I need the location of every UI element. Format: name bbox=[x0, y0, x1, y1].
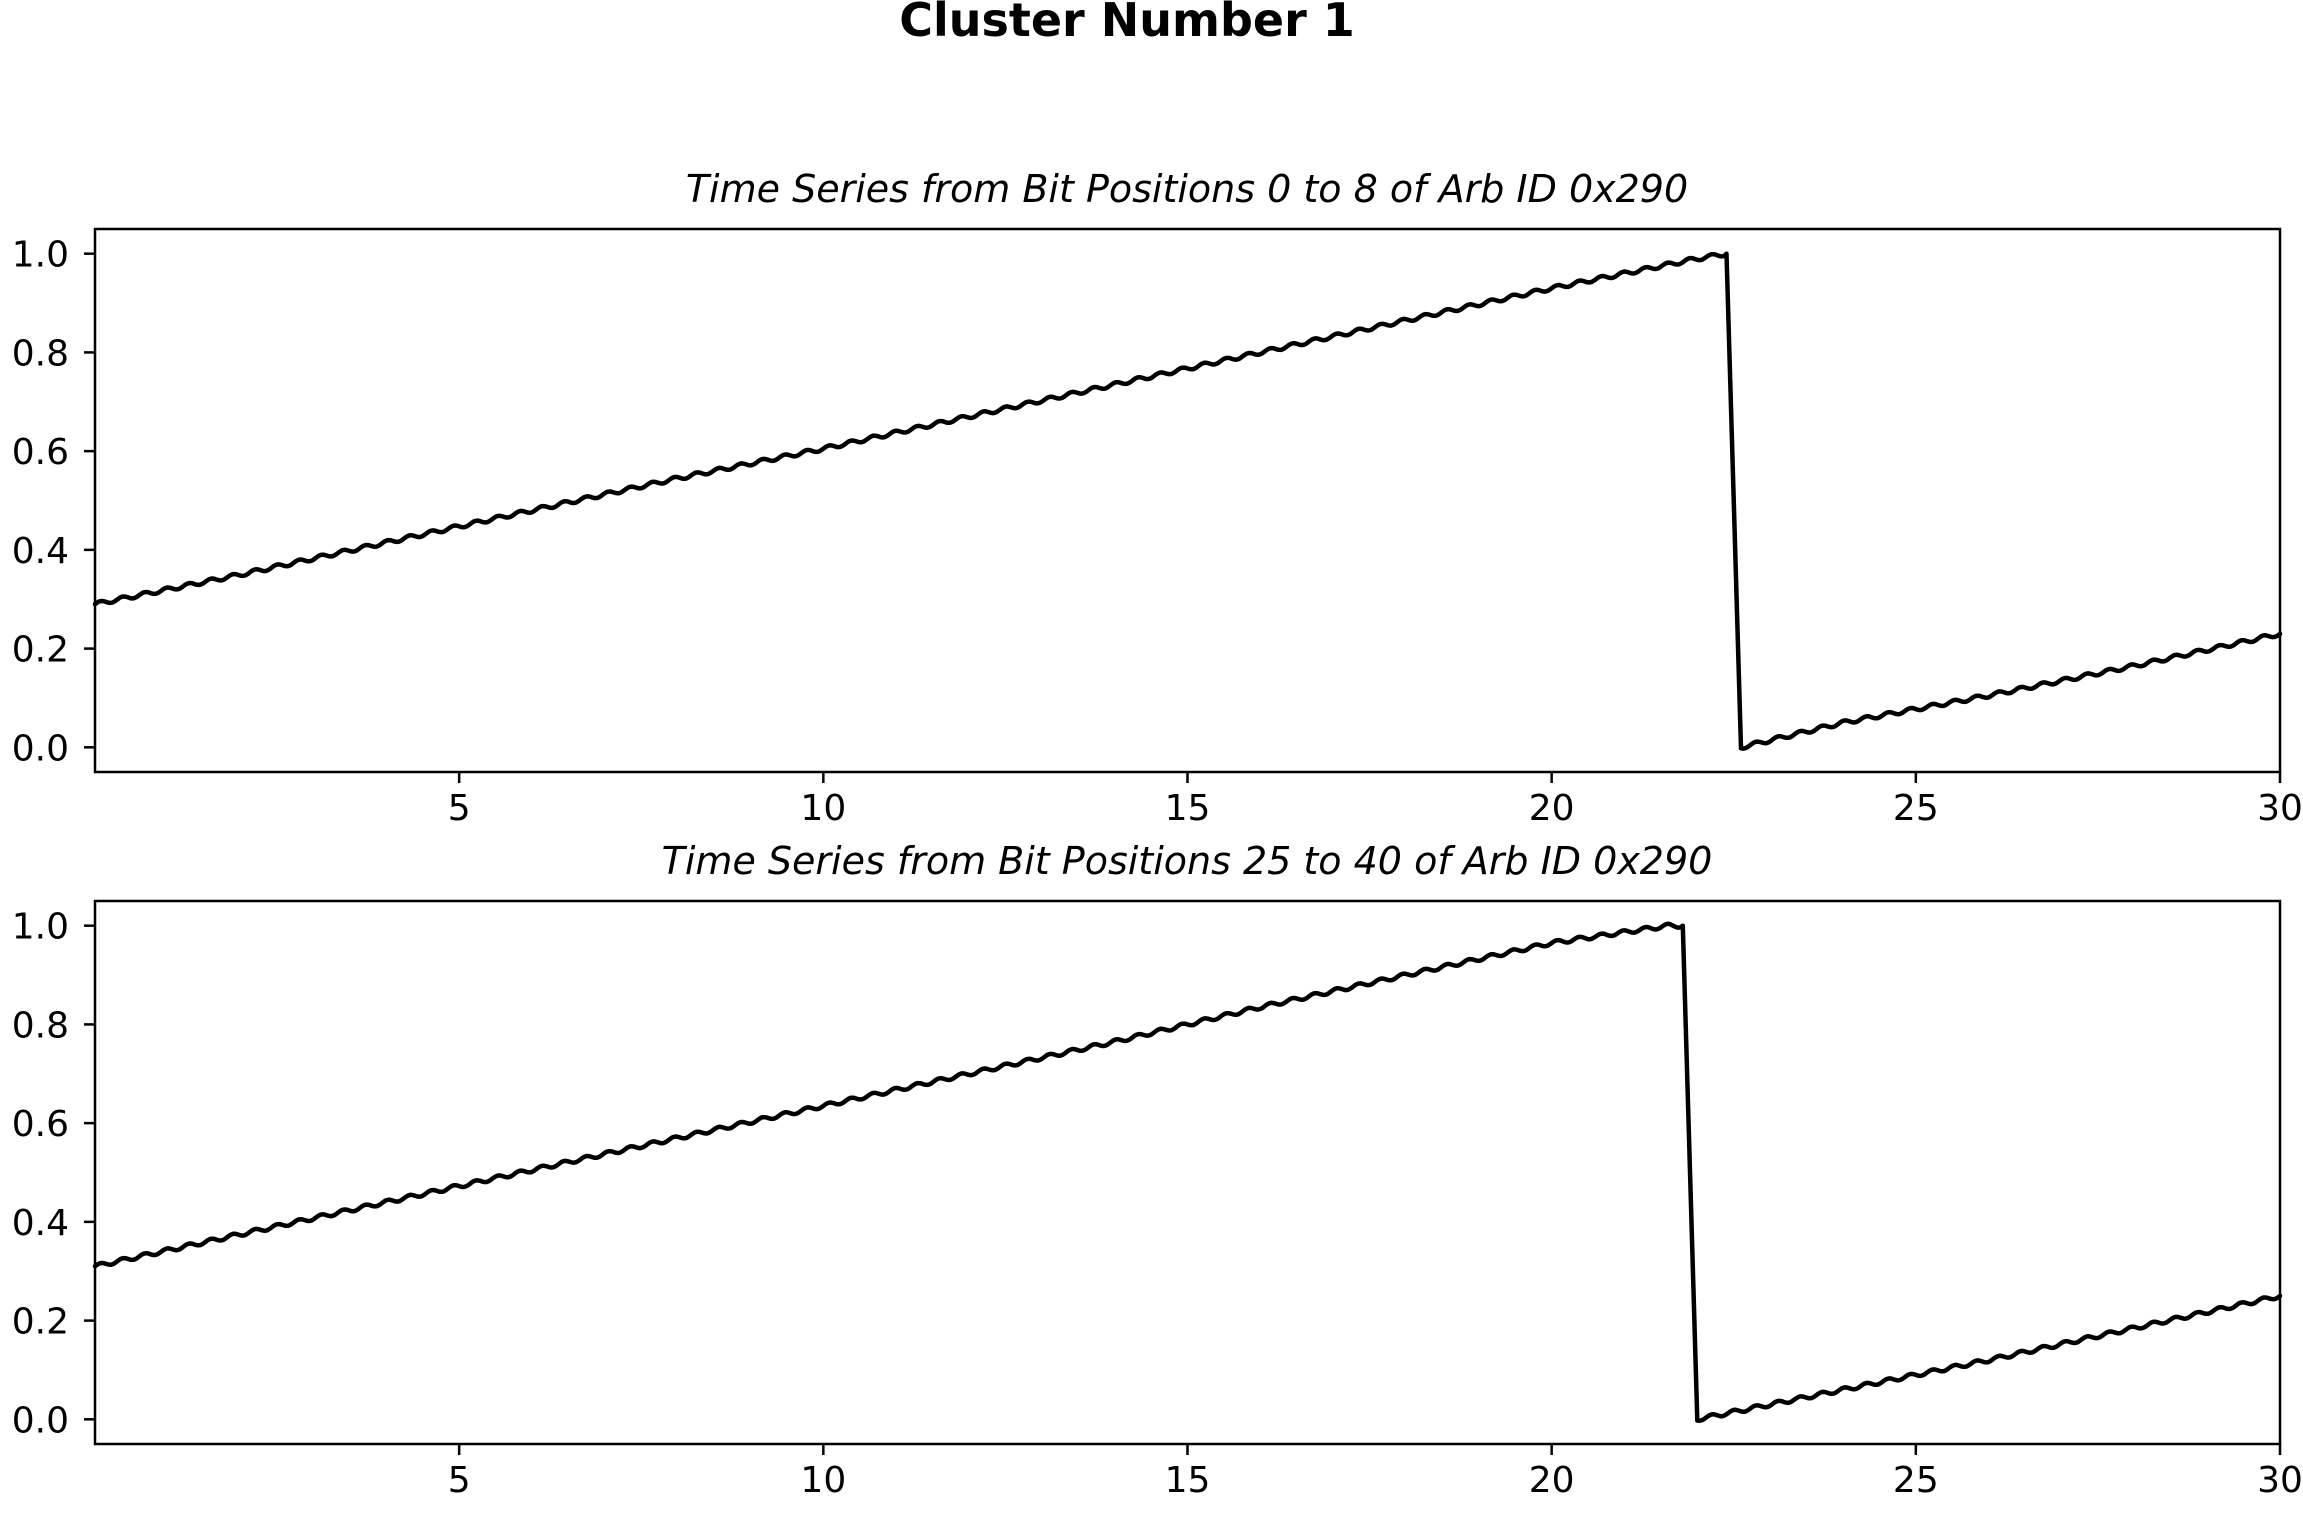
axes-bottom-y-tick-label: 0.4 bbox=[12, 1203, 69, 1244]
axes-bottom-x-tick-label: 30 bbox=[2257, 1460, 2303, 1501]
axes-top-frame bbox=[93, 227, 2282, 774]
axes-bottom-x-tick-label: 15 bbox=[1165, 1460, 1211, 1501]
axes-top-x-tick-label: 10 bbox=[800, 788, 846, 829]
axes-top-x-tick-label: 5 bbox=[448, 788, 471, 829]
axes-bottom-x-tick-label: 25 bbox=[1893, 1460, 1939, 1501]
axes-top-x-tick-label: 30 bbox=[2257, 788, 2303, 829]
axes-bottom-x-tick-label: 10 bbox=[800, 1460, 846, 1501]
axes-top-y-ticks: 0.0 0.2 0.4 0.6 0.8 1.0 bbox=[12, 235, 95, 769]
axes-top-x-tick-label: 25 bbox=[1893, 788, 1939, 829]
axes-bottom-y-tick-label: 0.2 bbox=[12, 1302, 69, 1343]
axes-bottom-x-tick-label: 20 bbox=[1529, 1460, 1575, 1501]
axes-top-y-tick-label: 1.0 bbox=[12, 235, 69, 276]
axes-top-y-tick-label: 0.8 bbox=[12, 333, 69, 374]
axes-top-title: Time Series from Bit Positions 0 to 8 of… bbox=[686, 167, 1688, 211]
axes-bottom-y-tick-label: 0.0 bbox=[12, 1400, 69, 1441]
axes-top: Time Series from Bit Positions 0 to 8 of… bbox=[12, 167, 2303, 829]
axes-top-y-tick-label: 0.0 bbox=[12, 728, 69, 769]
axes-top-x-ticks: 5 10 15 20 25 30 bbox=[448, 772, 2303, 829]
axes-top-y-tick-label: 0.4 bbox=[12, 531, 69, 572]
axes-bottom-series bbox=[92, 921, 2283, 1423]
axes-bottom-x-ticks: 5 10 15 20 25 30 bbox=[448, 1444, 2303, 1501]
axes-bottom-series-line bbox=[92, 921, 2283, 1423]
axes-bottom-title: Time Series from Bit Positions 25 to 40 … bbox=[662, 839, 1713, 883]
axes-bottom-y-tick-label: 0.6 bbox=[12, 1104, 69, 1145]
axes-top-y-tick-label: 0.6 bbox=[12, 432, 69, 473]
axes-bottom-y-tick-label: 0.8 bbox=[12, 1005, 69, 1046]
figure-title: Cluster Number 1 bbox=[899, 0, 1355, 47]
axes-bottom-y-tick-label: 1.0 bbox=[12, 907, 69, 948]
axes-bottom: Time Series from Bit Positions 25 to 40 … bbox=[12, 839, 2303, 1501]
axes-bottom-frame bbox=[93, 899, 2282, 1446]
axes-bottom-x-tick-label: 5 bbox=[448, 1460, 471, 1501]
axes-top-x-tick-label: 20 bbox=[1529, 788, 1575, 829]
axes-top-x-tick-label: 15 bbox=[1165, 788, 1211, 829]
axes-top-y-tick-label: 0.2 bbox=[12, 630, 69, 671]
axes-bottom-y-ticks: 0.0 0.2 0.4 0.6 0.8 1.0 bbox=[12, 907, 95, 1441]
axes-top-series-line bbox=[92, 251, 2283, 751]
axes-top-series bbox=[92, 251, 2283, 751]
